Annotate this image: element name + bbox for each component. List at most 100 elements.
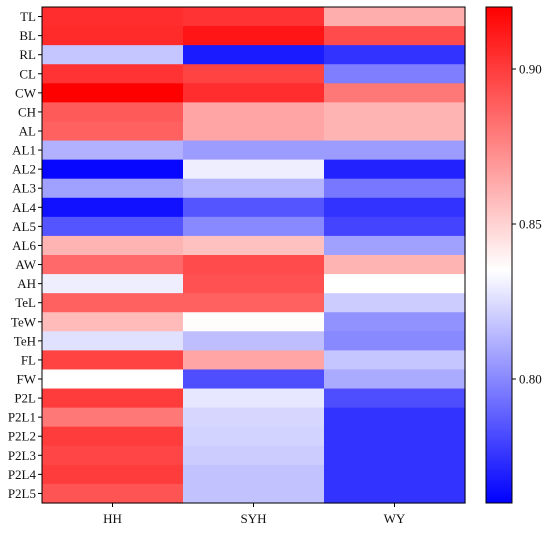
heatmap-cell-al4-wy — [324, 197, 466, 218]
column-label-hh: HH — [103, 511, 122, 526]
heatmap-cell-tew-wy — [324, 312, 466, 332]
heatmap-cell-bl-hh — [42, 26, 184, 46]
heatmap-cell-al2-hh — [42, 159, 184, 180]
heatmap-cell-p2l-hh — [42, 388, 184, 409]
heatmap-cell-p2l2-hh — [42, 426, 184, 447]
plot-frame — [41, 6, 466, 504]
heatmap-cell-p2l4-hh — [42, 464, 184, 485]
heatmap-cell-al4-hh — [42, 197, 184, 218]
heatmap-cell-cw-wy — [324, 83, 466, 103]
colorbar-ticks: 0.80 0.85 0.90 — [512, 62, 542, 387]
heatmap-cell-fl-syh — [183, 350, 325, 371]
heatmap-cell-cl-syh — [183, 64, 325, 84]
heatmap-cell-p2l2-wy — [324, 426, 466, 447]
heatmap-cell-p2l1-wy — [324, 407, 466, 428]
heatmap-cell-al6-syh — [183, 235, 325, 256]
column-label-syh: SYH — [240, 511, 266, 526]
heatmap-cell-aw-wy — [324, 255, 466, 275]
heatmap-cell-p2l1-hh — [42, 407, 184, 428]
row-label-al1: AL1 — [12, 143, 36, 158]
heatmap-cell-p2l2-syh — [183, 426, 325, 447]
heatmap-cell-bl-syh — [183, 26, 325, 46]
heatmap-cell-fl-wy — [324, 350, 466, 371]
heatmap-cell-al5-wy — [324, 216, 466, 237]
heatmap-cell-cw-hh — [42, 83, 184, 103]
colorbar-tick-label-1: 0.85 — [519, 217, 542, 232]
heatmap-cell-al3-wy — [324, 178, 466, 199]
row-label-ch: CH — [18, 104, 36, 119]
heatmap-cell-al3-syh — [183, 178, 325, 199]
heatmap-cell-p2l3-hh — [42, 445, 184, 466]
heatmap-cell-p2l3-syh — [183, 445, 325, 466]
heatmap-cell-al-syh — [183, 121, 325, 142]
heatmap-cell-al6-wy — [324, 235, 466, 256]
heatmap-cell-ah-wy — [324, 274, 466, 294]
heatmap-cell-tl-hh — [42, 7, 184, 27]
row-label-al3: AL3 — [12, 181, 36, 196]
row-labels: TL BL RL CL CW CH AL AL1 AL2 AL3 AL4 AL5 AL6 AW AH TeL T… — [8, 9, 42, 501]
heatmap-cell-teh-wy — [324, 331, 466, 351]
column-labels: HH SYH WY — [103, 503, 406, 526]
heatmap-cell-ch-hh — [42, 102, 184, 123]
heatmap-cell-al1-wy — [324, 140, 466, 161]
heatmap-cell-al-hh — [42, 121, 184, 142]
row-label-fl: FL — [21, 352, 36, 367]
heatmap-cell-fw-wy — [324, 369, 466, 390]
row-label-al4: AL4 — [12, 200, 36, 215]
row-label-p2l: P2L — [14, 391, 36, 406]
row-label-cw: CW — [15, 85, 37, 100]
heatmap-cell-fw-hh — [42, 369, 184, 390]
heatmap-cell-p2l4-syh — [183, 464, 325, 485]
heatmap-cell-ah-syh — [183, 274, 325, 294]
heatmap-cell-ch-wy — [324, 102, 466, 123]
heatmap-cell-ah-hh — [42, 274, 184, 294]
heatmap-cell-al1-syh — [183, 140, 325, 161]
heatmap-cell-al2-syh — [183, 159, 325, 180]
heatmap-cell-tew-syh — [183, 312, 325, 332]
heatmap-cell-p2l-wy — [324, 388, 466, 409]
heatmap-cell-tel-syh — [183, 293, 325, 313]
row-label-p2l4: P2L4 — [8, 467, 37, 482]
row-label-tel: TeL — [15, 295, 36, 310]
heatmap-cell-rl-wy — [324, 45, 466, 65]
row-label-rl: RL — [19, 47, 36, 62]
heatmap-cell-p2l5-hh — [42, 483, 184, 504]
row-label-p2l5: P2L5 — [8, 486, 36, 501]
heatmap-cell-p2l3-wy — [324, 445, 466, 466]
heatmap-cell-p2l1-syh — [183, 407, 325, 428]
heatmap-cell-al5-syh — [183, 216, 325, 237]
row-label-al6: AL6 — [12, 238, 36, 253]
heatmap-cells — [42, 7, 466, 504]
heatmap-cell-tew-hh — [42, 312, 184, 332]
row-label-tl: TL — [20, 9, 36, 24]
heatmap-cell-teh-hh — [42, 331, 184, 351]
heatmap-cell-al1-hh — [42, 140, 184, 161]
heatmap-cell-al2-wy — [324, 159, 466, 180]
row-label-fw: FW — [17, 372, 37, 387]
heatmap-cell-aw-syh — [183, 255, 325, 275]
heatmap-cell-ch-syh — [183, 102, 325, 123]
colorbar-tick-label-2: 0.90 — [519, 62, 542, 77]
row-label-p2l3: P2L3 — [8, 448, 36, 463]
heatmap-cell-al-wy — [324, 121, 466, 142]
heatmap-cell-tel-hh — [42, 293, 184, 313]
heatmap-cell-aw-hh — [42, 255, 184, 275]
heatmap-cell-rl-hh — [42, 45, 184, 65]
heatmap-cell-rl-syh — [183, 45, 325, 65]
row-label-al2: AL2 — [12, 162, 36, 177]
column-label-wy: WY — [384, 511, 406, 526]
heatmap-cell-al4-syh — [183, 197, 325, 218]
row-label-al: AL — [19, 124, 36, 139]
row-label-cl: CL — [19, 66, 36, 81]
heatmap-cell-fw-syh — [183, 369, 325, 390]
heatmap-cell-teh-syh — [183, 331, 325, 351]
heatmap-cell-fl-hh — [42, 350, 184, 371]
heatmap-cell-cl-wy — [324, 64, 466, 84]
row-label-p2l2: P2L2 — [8, 429, 36, 444]
heatmap-cell-cw-syh — [183, 83, 325, 103]
heatmap-cell-p2l5-wy — [324, 483, 466, 504]
heatmap-cell-p2l-syh — [183, 388, 325, 409]
colorbar: 0.80 0.85 0.90 — [485, 6, 542, 504]
heatmap-cell-tl-wy — [324, 7, 466, 27]
